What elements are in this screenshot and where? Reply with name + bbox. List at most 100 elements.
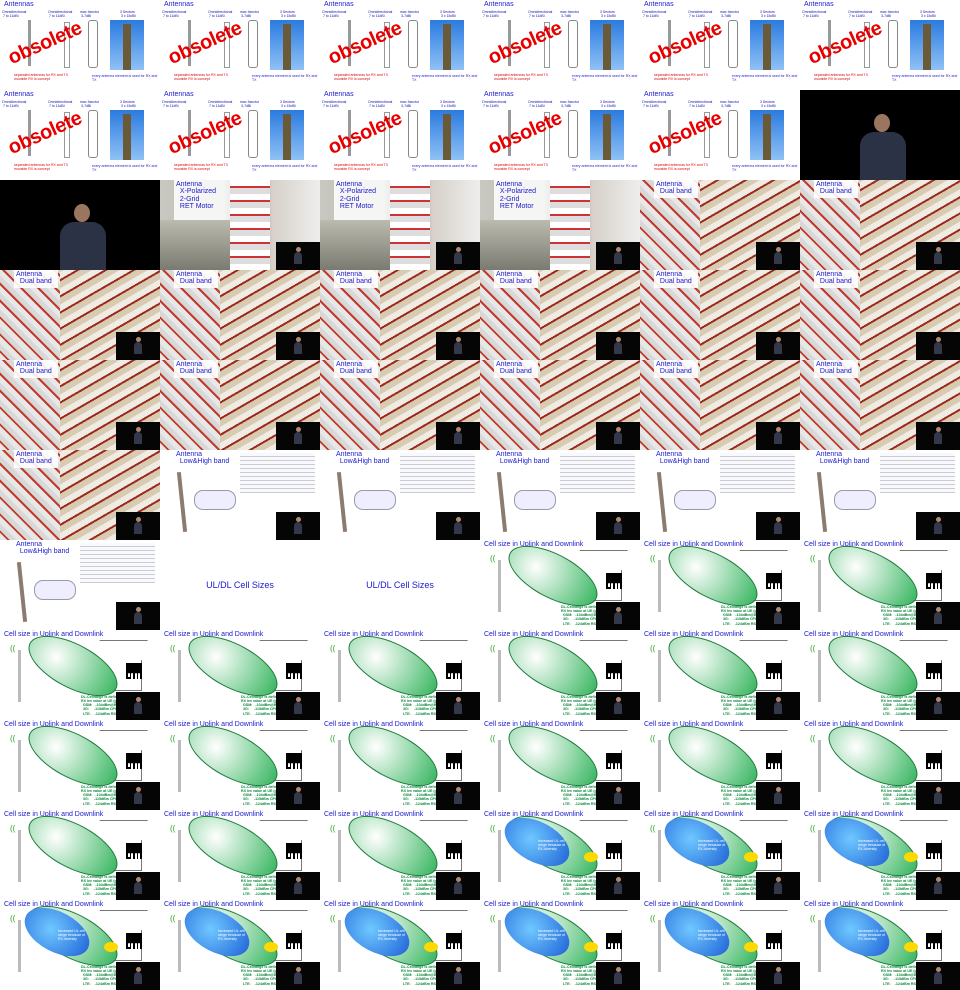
slide-title: Antenna Dual band (496, 361, 532, 376)
slide-thumbnail[interactable] (0, 180, 160, 270)
antenna-type-label: max 4sector 3-7dBi (240, 100, 260, 108)
antenna-type-label: 3 Sectors 3 x 15dBi (280, 10, 296, 18)
slide-thumbnail[interactable]: Cell size in Uplink and Downlink((DL-Cel… (640, 630, 800, 720)
slide-thumbnail[interactable]: Antennas Omnidirectional 7 to 11dBi Omnidi… (640, 0, 800, 90)
slide-title: Antennas (164, 91, 194, 98)
band-table (400, 453, 475, 493)
slide-thumbnail[interactable]: Cell size in Uplink and Downlink((DL-Cel… (0, 720, 160, 810)
signal-strength-icon (766, 843, 782, 865)
slide-thumbnail[interactable]: Cell size in Uplink and Downlink ((Increa… (640, 810, 800, 900)
slide-thumbnail[interactable]: Antenna Dual band (640, 270, 800, 360)
signal-strength-icon (766, 753, 782, 775)
slide-thumbnail[interactable]: Antenna Low&High band (640, 450, 800, 540)
slide-thumbnail[interactable]: Cell size in Uplink and Downlink((DL-Cel… (320, 630, 480, 720)
slide-thumbnail[interactable]: Antenna Low&High band (0, 540, 160, 630)
slide-thumbnail[interactable]: Antenna Dual band (320, 360, 480, 450)
slide-thumbnail[interactable]: Cell size in Uplink and Downlink((DL-Cel… (160, 720, 320, 810)
signal-strength-icon (126, 663, 142, 685)
slide-thumbnail[interactable]: Cell size in Uplink and Downlink((DL-Cel… (640, 720, 800, 810)
slide-thumbnail[interactable]: Cell size in Uplink and Downlink ((Increa… (480, 810, 640, 900)
slide-thumbnail[interactable]: Antenna Dual band (480, 360, 640, 450)
slide-thumbnail[interactable]: Antennas Omnidirectional 7 to 11dBi Omnidi… (800, 0, 960, 90)
speaker-video-thumbnail (916, 332, 960, 360)
slide-thumbnail[interactable]: Cell size in Uplink and Downlink((DL-Cel… (320, 720, 480, 810)
slide-thumbnail[interactable]: Antenna Dual band (640, 180, 800, 270)
antenna-type-label: Omnidirectional 7 to 11dBi (162, 100, 187, 108)
diversity-note: Increased UL cell range because of RX-di… (698, 929, 726, 941)
slide-thumbnail[interactable]: Antennas Omnidirectional 7 to 11dBi Omnidi… (320, 0, 480, 90)
slide-thumbnail[interactable]: Cell size in Uplink and Downlink ((Increa… (480, 900, 640, 990)
slide-thumbnail[interactable]: Antenna Dual band (0, 270, 160, 360)
slide-thumbnail[interactable]: Antenna Dual band (480, 270, 640, 360)
slide-title: Cell size in Uplink and Downlink (4, 901, 104, 908)
slide-thumbnail[interactable]: Antennas Omnidirectional 7 to 11dBi Omnidi… (480, 90, 640, 180)
slide-title: Antenna Low&High band (336, 451, 390, 466)
slide-thumbnail[interactable]: Antenna X-Polarized 2-Grid RET Motor (480, 180, 640, 270)
antenna-type-label: Omnidirectional 7 to 11dBi (688, 10, 713, 18)
rx-diversity-icon (744, 942, 758, 952)
antenna-type-label: max 4sector 3-7dBi (720, 10, 740, 18)
slide-thumbnail[interactable]: UL/DL Cell Sizes (320, 540, 480, 630)
base-station-antenna-icon (658, 920, 661, 972)
slide-thumbnail[interactable]: UL/DL Cell Sizes (160, 540, 320, 630)
slide-thumbnail[interactable]: Cell size in Uplink and Downlink((DL-Cel… (480, 720, 640, 810)
slide-thumbnail[interactable]: Cell size in Uplink and Downlink((DL-Cel… (800, 720, 960, 810)
slide-thumbnail[interactable]: Antenna Dual band (800, 180, 960, 270)
slide-title: Antenna Low&High band (16, 541, 70, 556)
slide-thumbnail[interactable]: Antenna Low&High band (480, 450, 640, 540)
slide-thumbnail[interactable]: Antenna Dual band (320, 270, 480, 360)
obsolete-stamp: obsolete (324, 17, 406, 70)
slide-thumbnail[interactable]: Antenna Low&High band (320, 450, 480, 540)
slide-thumbnail[interactable]: Antennas Omnidirectional 7 to 11dBi Omnidi… (160, 0, 320, 90)
speaker-video-thumbnail (276, 962, 320, 990)
slide-title: Antennas (4, 91, 34, 98)
slide-thumbnail[interactable]: Cell size in Uplink and Downlink((DL-Cel… (160, 630, 320, 720)
slide-thumbnail[interactable]: Antenna Dual band (160, 270, 320, 360)
slide-thumbnail[interactable]: Cell size in Uplink and Downlink ((Increa… (0, 900, 160, 990)
slide-thumbnail[interactable]: Antenna Dual band (0, 360, 160, 450)
slide-thumbnail[interactable]: Antennas Omnidirectional 7 to 11dBi Omnidi… (160, 90, 320, 180)
slide-thumbnail[interactable]: Cell size in Uplink and Downlink((DL-Cel… (480, 540, 640, 630)
slide-thumbnail[interactable]: Antennas Omnidirectional 7 to 11dBi Omnidi… (0, 0, 160, 90)
slide-thumbnail[interactable]: Cell size in Uplink and Downlink((DL-Cel… (800, 630, 960, 720)
slide-thumbnail[interactable]: Cell size in Uplink and Downlink((DL-Cel… (800, 540, 960, 630)
speaker-video-thumbnail (916, 782, 960, 810)
slide-title: Cell size in Uplink and Downlink (484, 901, 584, 908)
slide-thumbnail[interactable]: Antenna Low&High band (800, 450, 960, 540)
slide-thumbnail[interactable]: Antennas Omnidirectional 7 to 11dBi Omnidi… (480, 0, 640, 90)
speaker-video-thumbnail (756, 962, 800, 990)
slide-thumbnail[interactable]: Cell size in Uplink and Downlink ((Increa… (640, 900, 800, 990)
slide-thumbnail[interactable]: Cell size in Uplink and Downlink ((Increa… (800, 810, 960, 900)
slide-thumbnail[interactable]: Cell size in Uplink and Downlink((DL-Cel… (160, 810, 320, 900)
slide-thumbnail[interactable]: Antenna Dual band (800, 270, 960, 360)
slide-thumbnail[interactable]: Antennas Omnidirectional 7 to 11dBi Omnidi… (0, 90, 160, 180)
antenna-footnote: separated antennas for RX and TX movable… (654, 163, 709, 171)
slide-thumbnail[interactable]: Antenna Dual band (800, 360, 960, 450)
slide-thumbnail[interactable]: Antennas Omnidirectional 7 to 11dBi Omnidi… (640, 90, 800, 180)
slide-thumbnail[interactable]: Antenna Dual band (640, 360, 800, 450)
slide-thumbnail[interactable]: Antenna Low&High band (160, 450, 320, 540)
slide-thumbnail[interactable]: Antenna X-Polarized 2-Grid RET Motor (160, 180, 320, 270)
slide-thumbnail[interactable]: Antenna Dual band (0, 450, 160, 540)
slide-thumbnail[interactable]: Antennas Omnidirectional 7 to 11dBi Omnidi… (320, 90, 480, 180)
slide-thumbnail[interactable]: Cell size in Uplink and Downlink((DL-Cel… (320, 810, 480, 900)
slide-thumbnail[interactable]: Antenna X-Polarized 2-Grid RET Motor (320, 180, 480, 270)
antenna-type-label: Omnidirectional 7 to 11dBi (482, 100, 507, 108)
slide-title: Antenna X-Polarized 2-Grid RET Motor (336, 181, 377, 211)
speaker-video-thumbnail (436, 782, 480, 810)
slide-thumbnail[interactable]: Cell size in Uplink and Downlink ((Increa… (320, 900, 480, 990)
antenna-type-label: Omnidirectional 7 to 11dBi (688, 100, 713, 108)
slide-thumbnail[interactable]: Cell size in Uplink and Downlink ((Increa… (160, 900, 320, 990)
slide-thumbnail[interactable]: Cell size in Uplink and Downlink((DL-Cel… (480, 630, 640, 720)
signal-strength-icon (446, 843, 462, 865)
slide-thumbnail[interactable]: Cell size in Uplink and Downlink((DL-Cel… (0, 810, 160, 900)
slide-thumbnail[interactable]: Antenna Dual band (160, 360, 320, 450)
slide-thumbnail[interactable]: Cell size in Uplink and Downlink ((Increa… (800, 900, 960, 990)
slide-thumbnail[interactable]: Cell size in Uplink and Downlink((DL-Cel… (0, 630, 160, 720)
antenna-type-label: Omnidirectional 7 to 11dBi (368, 100, 393, 108)
signal-waves-icon: (( (650, 734, 656, 743)
slide-thumbnail[interactable]: Cell size in Uplink and Downlink((DL-Cel… (640, 540, 800, 630)
slide-thumbnail[interactable] (800, 90, 960, 180)
antenna-type-label: Omnidirectional 7 to 11dBi (2, 10, 27, 18)
antenna-type-label: 3 Sectors 3 x 15dBi (600, 10, 616, 18)
